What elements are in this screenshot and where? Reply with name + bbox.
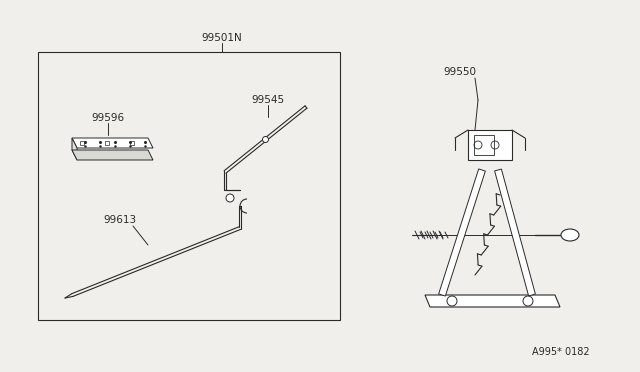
Text: 99596: 99596 [92, 113, 125, 123]
Polygon shape [72, 138, 153, 148]
Text: 99501N: 99501N [202, 33, 243, 43]
Polygon shape [72, 138, 77, 160]
Bar [474, 135, 494, 155]
Bar [105, 141, 109, 145]
Bar [38, 52, 340, 320]
Text: 99545: 99545 [252, 95, 285, 105]
Text: 99613: 99613 [104, 215, 136, 225]
Polygon shape [495, 169, 536, 296]
Text: A995* 0182: A995* 0182 [532, 347, 590, 357]
Text: 99550: 99550 [444, 67, 477, 77]
Ellipse shape [561, 229, 579, 241]
Circle shape [226, 194, 234, 202]
Circle shape [262, 137, 269, 142]
Bar [80, 141, 84, 145]
Polygon shape [72, 150, 153, 160]
Polygon shape [438, 169, 485, 296]
Bar [130, 141, 134, 145]
Polygon shape [425, 295, 560, 307]
Bar [468, 130, 512, 160]
